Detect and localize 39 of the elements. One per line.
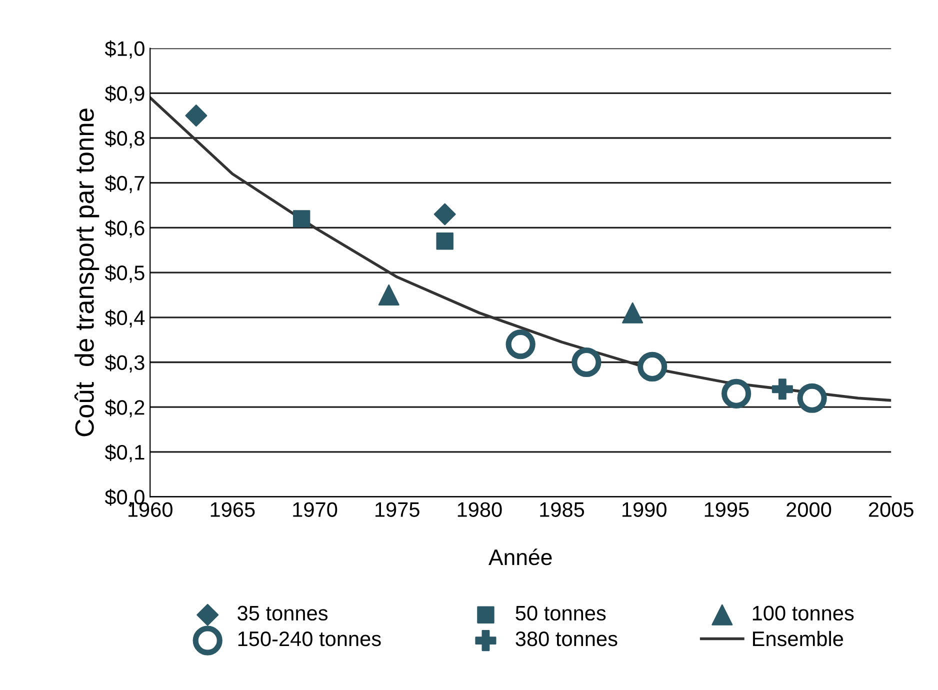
legend-label: 100 tonnes (752, 606, 854, 621)
x-axis-title: Année (488, 548, 552, 566)
point (436, 232, 454, 250)
legend-label: Ensemble (753, 630, 844, 646)
y-axis-title: Coût de transport par tonne (74, 108, 100, 436)
y-tick-label: $0,9 (104, 85, 144, 104)
point (292, 210, 310, 228)
point (622, 302, 644, 324)
point (722, 378, 752, 408)
legend-label: 50 tonnes (516, 606, 606, 621)
point (506, 330, 536, 360)
x-tick-label: 1990 (622, 502, 666, 517)
y-tick-label: $0,3 (104, 354, 144, 372)
y-tick-label: $0,7 (104, 174, 144, 194)
legend-label: 150-240 tonnes (238, 631, 381, 646)
point (772, 378, 793, 400)
x-tick-label: 1970 (293, 502, 338, 517)
point (572, 347, 602, 378)
y-tick-label: $0,5 (104, 264, 144, 283)
x-tick-label: 1985 (540, 502, 584, 517)
legend-label: 380 tonnes (516, 631, 618, 646)
y-tick-label: $0,1 (104, 444, 144, 462)
point (185, 104, 208, 127)
legend-label: 35 tonnes (238, 606, 328, 621)
x-tick-label: 1965 (210, 502, 255, 517)
x-tick-label: 1975 (376, 502, 420, 517)
point (797, 383, 827, 413)
y-tick-label: $0,4 (104, 310, 145, 328)
point (638, 352, 668, 382)
point (434, 203, 456, 226)
x-tick-label: 2005 (868, 502, 914, 517)
x-tick-label: 2000 (786, 502, 832, 517)
y-tick-label: $0,6 (104, 220, 144, 238)
x-tick-label: 1995 (704, 502, 749, 517)
y-tick-label: $0,2 (104, 399, 144, 418)
x-tick-label: 1980 (458, 502, 502, 517)
y-tick-label: $0,8 (104, 130, 144, 148)
point (378, 284, 400, 306)
y-tick-label: $1,0 (104, 40, 144, 59)
